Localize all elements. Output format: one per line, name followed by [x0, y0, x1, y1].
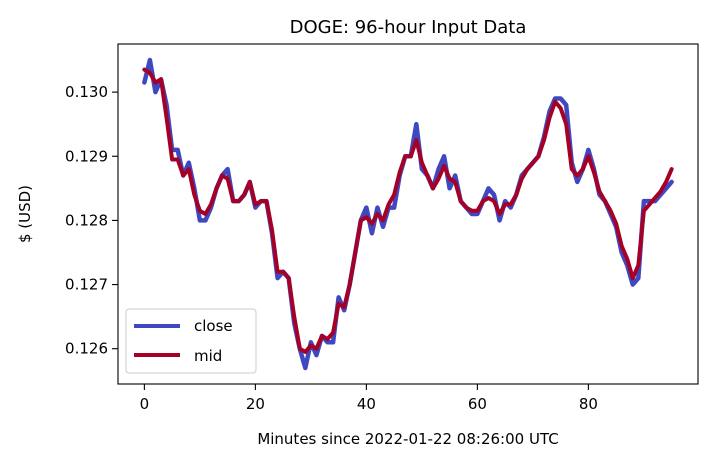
- y-tick-label: 0.127: [65, 276, 108, 294]
- series-line-mid: [142, 67, 674, 354]
- y-tick-label: 0.128: [65, 211, 108, 229]
- plot-frame: [117, 43, 699, 385]
- legend: close mid: [125, 308, 257, 374]
- x-axis-label: Minutes since 2022-01-22 08:26:00 UTC: [257, 430, 558, 448]
- legend-label-close: close: [194, 317, 233, 335]
- y-axis: 0.126 0.127 0.128 0.129 0.130: [65, 83, 118, 358]
- legend-box: [125, 308, 257, 374]
- x-tick-label: 0: [140, 395, 150, 413]
- x-tick-label: 60: [468, 395, 487, 413]
- chart-title: DOGE: 96-hour Input Data: [290, 17, 527, 38]
- y-axis-label: $ (USD): [16, 185, 34, 243]
- legend-label-mid: mid: [194, 347, 222, 365]
- y-tick-label: 0.129: [65, 147, 108, 165]
- y-tick-label: 0.130: [65, 83, 108, 101]
- x-axis: 0 20 40 60 80: [140, 384, 598, 413]
- x-tick-label: 80: [579, 395, 598, 413]
- x-tick-label: 20: [246, 395, 265, 413]
- series-group: [142, 57, 674, 371]
- y-tick-label: 0.126: [65, 340, 108, 358]
- x-tick-label: 40: [357, 395, 376, 413]
